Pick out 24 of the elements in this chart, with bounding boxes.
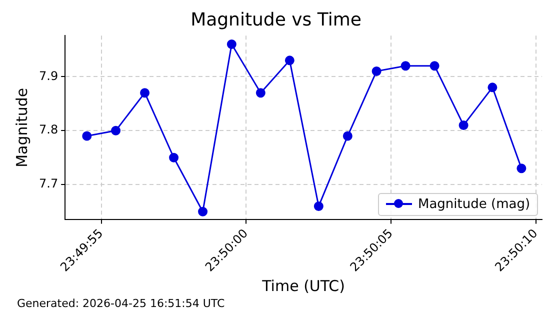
y-tick-label: 7.7: [38, 176, 58, 191]
point: [226, 39, 236, 49]
point: [488, 82, 498, 92]
point: [198, 206, 208, 216]
point: [372, 66, 382, 76]
y-tick-label: 7.8: [38, 122, 58, 137]
text: Generated: 2026-04-25 16:51:54 UTC: [17, 297, 225, 310]
y-axis-title: Magnitude: [12, 88, 31, 168]
point: [82, 131, 92, 141]
chart-title: Magnitude vs Time: [190, 9, 362, 30]
legend-label: Magnitude (mag): [418, 196, 530, 212]
point: [458, 120, 468, 130]
point: [430, 61, 440, 71]
point: [140, 88, 150, 98]
point: [342, 131, 352, 141]
point: [256, 88, 266, 98]
point: [516, 164, 526, 174]
point: [111, 126, 121, 136]
point: [400, 61, 410, 71]
point: [314, 201, 324, 211]
point: [284, 56, 294, 66]
x-axis-title: Time (UTC): [261, 276, 346, 295]
y-tick-label: 7.9: [38, 68, 58, 83]
point: [169, 152, 179, 162]
